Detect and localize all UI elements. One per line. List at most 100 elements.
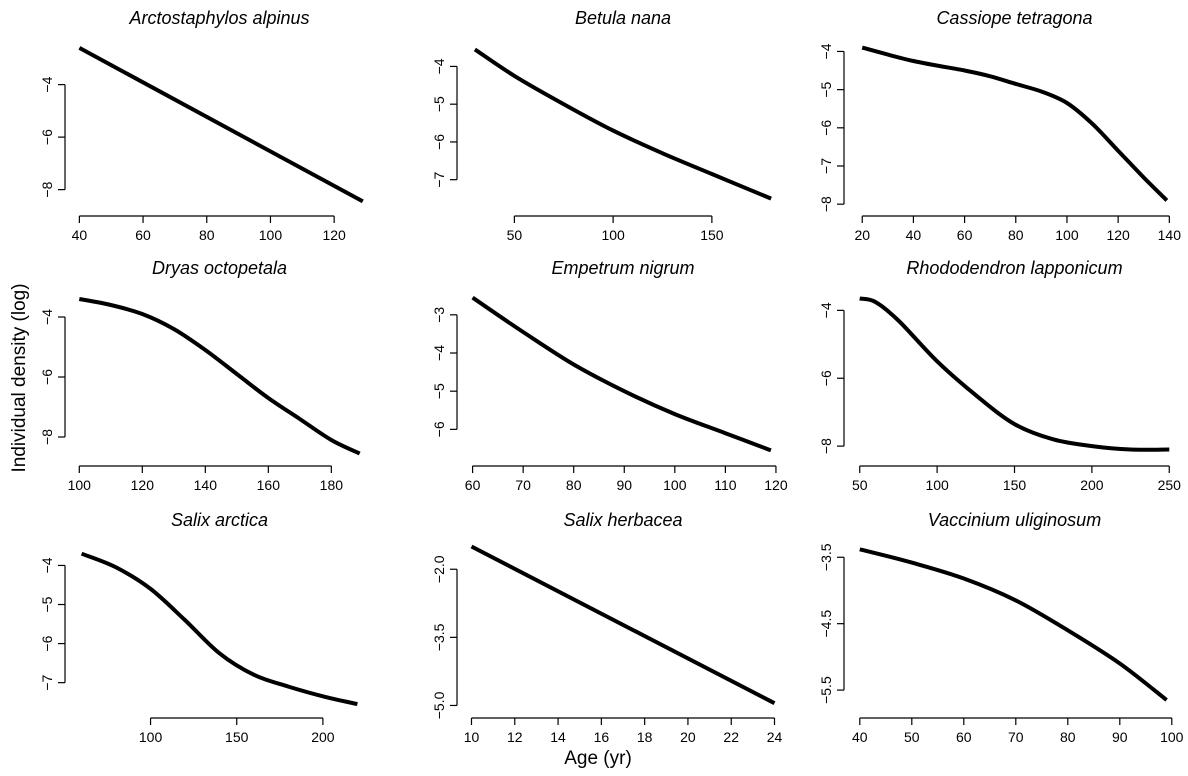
panel: Salix herbacea 10 12 14 16 18 20 22 24 −2.0 −3.5 −5… (431, 510, 783, 745)
x-tick-label: 50 (904, 729, 920, 745)
series-line (470, 544, 776, 705)
y-tick-label: −4 (431, 58, 447, 74)
x-tick-label: 120 (322, 227, 346, 243)
x-tick-label: 120 (1106, 227, 1130, 243)
x-tick-label: 12 (507, 729, 523, 745)
x-axis-label: Age (yr) (564, 748, 632, 769)
x-tick-label: 150 (700, 227, 724, 243)
series-line (859, 547, 1168, 702)
x-tick-label: 40 (72, 227, 88, 243)
panel-title: Arctostaphylos alpinus (128, 8, 309, 28)
panel-title: Empetrum nigrum (551, 258, 694, 278)
x-tick-label: 16 (594, 729, 610, 745)
series-line (80, 551, 358, 707)
x-tick-label: 50 (507, 227, 523, 243)
y-tick-label: −4 (39, 557, 55, 573)
x-tick-label: 90 (616, 477, 632, 493)
y-tick-label: −4 (818, 43, 834, 59)
y-tick-label: −7 (818, 158, 834, 174)
panel: Salix arctica 100 150 200 −4 −5 −6 −7 (39, 510, 358, 745)
panel: Empetrum nigrum 60 70 80 90 100 110 120 −3 −4 −5 −6 (431, 258, 788, 493)
x-tick-label: 80 (1060, 729, 1076, 745)
x-tick-label: 20 (854, 227, 870, 243)
y-tick-label: −6 (818, 120, 834, 136)
x-tick-label: 40 (852, 729, 868, 745)
y-tick-label: −6 (39, 369, 55, 385)
x-tick-label: 20 (680, 729, 696, 745)
y-tick-label: −7 (431, 171, 447, 187)
y-tick-label: −6 (431, 134, 447, 150)
panel-title: Rhododendron lapponicum (906, 258, 1122, 278)
y-tick-label: −6 (39, 129, 55, 145)
y-tick-label: −5.0 (431, 691, 447, 719)
x-tick-label: 10 (464, 729, 480, 745)
y-tick-label: −5 (818, 81, 834, 97)
y-tick-label: −4.5 (818, 610, 834, 638)
x-tick-label: 22 (723, 729, 739, 745)
panel-title: Dryas octopetala (152, 258, 287, 278)
y-tick-label: −4 (431, 345, 447, 361)
x-tick-label: 110 (714, 477, 737, 493)
y-tick-label: −3.5 (431, 623, 447, 651)
panel-title: Salix arctica (171, 510, 268, 530)
y-tick-label: −3 (431, 307, 447, 323)
y-tick-label: −5 (431, 96, 447, 112)
y-tick-label: −4 (39, 76, 55, 92)
y-tick-label: −5 (431, 383, 447, 399)
x-tick-label: 150 (1003, 477, 1027, 493)
y-axis-label: Individual density (log) (9, 283, 30, 472)
panel: Arctostaphylos alpinus 40 60 80 100 120 −4 −6 −8 (39, 8, 364, 243)
x-tick-label: 100 (1055, 227, 1079, 243)
panel: Dryas octopetala 100 120 140 160 180 −4 −6 −8 (39, 258, 361, 493)
x-tick-label: 180 (320, 477, 344, 493)
x-tick-label: 160 (257, 477, 281, 493)
x-tick-label: 60 (465, 477, 481, 493)
x-tick-label: 100 (259, 227, 283, 243)
y-tick-label: −3.5 (818, 543, 834, 571)
x-tick-label: 100 (68, 477, 92, 493)
x-tick-label: 150 (225, 729, 249, 745)
y-tick-label: −4 (39, 309, 55, 325)
y-tick-label: −8 (39, 181, 55, 197)
x-tick-label: 60 (135, 227, 151, 243)
series-line (473, 47, 772, 201)
y-tick-label: −7 (39, 674, 55, 690)
y-tick-label: −4 (818, 302, 834, 318)
y-tick-label: −6 (39, 635, 55, 651)
x-tick-label: 100 (139, 729, 163, 745)
panel-title: Salix herbacea (563, 510, 682, 530)
x-tick-label: 14 (550, 729, 566, 745)
x-tick-label: 200 (311, 729, 335, 745)
series-line (471, 295, 772, 453)
x-tick-label: 80 (1008, 227, 1024, 243)
x-tick-label: 120 (131, 477, 155, 493)
y-tick-label: −6 (431, 421, 447, 437)
panel: Cassiope tetragona 20 40 60 80 100 120 140 −4 −5 −… (818, 8, 1181, 243)
panel: Betula nana 50 100 150 −4 −5 −6 −7 (431, 8, 772, 243)
panel: Rhododendron lapponicum 50 100 150 200 250 −4 −… (818, 258, 1181, 493)
x-tick-label: 140 (1158, 227, 1182, 243)
x-tick-label: 60 (956, 729, 972, 745)
y-tick-label: −8 (818, 438, 834, 454)
series-line (78, 46, 364, 204)
series-line (861, 45, 1169, 202)
x-tick-label: 90 (1112, 729, 1128, 745)
panel-title: Cassiope tetragona (936, 8, 1092, 28)
panel: Vaccinium uliginosum 40 50 60 70 80 90 100 −3.5 −… (818, 510, 1184, 745)
x-tick-label: 70 (1008, 729, 1024, 745)
x-tick-label: 70 (515, 477, 531, 493)
panel-title: Betula nana (575, 8, 671, 28)
x-tick-label: 80 (199, 227, 215, 243)
x-tick-label: 100 (601, 227, 625, 243)
series-line (859, 296, 1170, 452)
x-tick-label: 24 (767, 729, 783, 745)
x-tick-label: 200 (1080, 477, 1104, 493)
x-tick-label: 100 (663, 477, 687, 493)
panel-title: Vaccinium uliginosum (928, 510, 1101, 530)
x-tick-label: 50 (852, 477, 868, 493)
x-tick-label: 120 (764, 477, 788, 493)
x-tick-label: 140 (194, 477, 218, 493)
x-tick-label: 100 (925, 477, 949, 493)
